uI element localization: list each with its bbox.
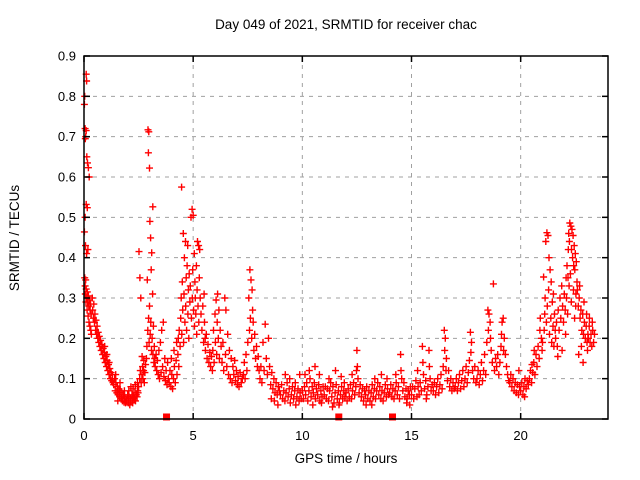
y-tick-label: 0.3 [58, 291, 76, 306]
y-tick-label: 0.7 [58, 129, 76, 144]
axis-marker-square [163, 413, 171, 421]
grid-layer [84, 56, 608, 419]
y-tick-label: 0.8 [58, 89, 76, 104]
x-tick-label: 20 [513, 428, 527, 443]
axis-marker-square [335, 413, 343, 421]
x-axis-label: GPS time / hours [295, 451, 398, 466]
y-tick-label: 0 [69, 412, 76, 427]
plot-border [83, 55, 609, 420]
x-tick-label: 10 [295, 428, 309, 443]
x-tick-label: 0 [80, 428, 87, 443]
y-tick-label: 0.1 [58, 371, 76, 386]
chart-title: Day 049 of 2021, SRMTID for receiver cha… [215, 17, 477, 32]
x-tick-label: 5 [190, 428, 197, 443]
x-tick-label: 15 [404, 428, 418, 443]
axis-marker-square [389, 413, 397, 421]
y-tick-label: 0.2 [58, 331, 76, 346]
y-tick-label: 0.9 [58, 49, 76, 64]
y-tick-label: 0.4 [58, 250, 76, 265]
y-tick-label: 0.5 [58, 210, 76, 225]
y-tick-label: 0.6 [58, 170, 76, 185]
y-axis-label: SRMTID / TECUs [7, 185, 22, 292]
axis-layer: 0 5 10 15 20 0 0.1 0.2 0.3 0.4 0.5 0.6 0.7 0.8 0.9 [58, 49, 609, 443]
